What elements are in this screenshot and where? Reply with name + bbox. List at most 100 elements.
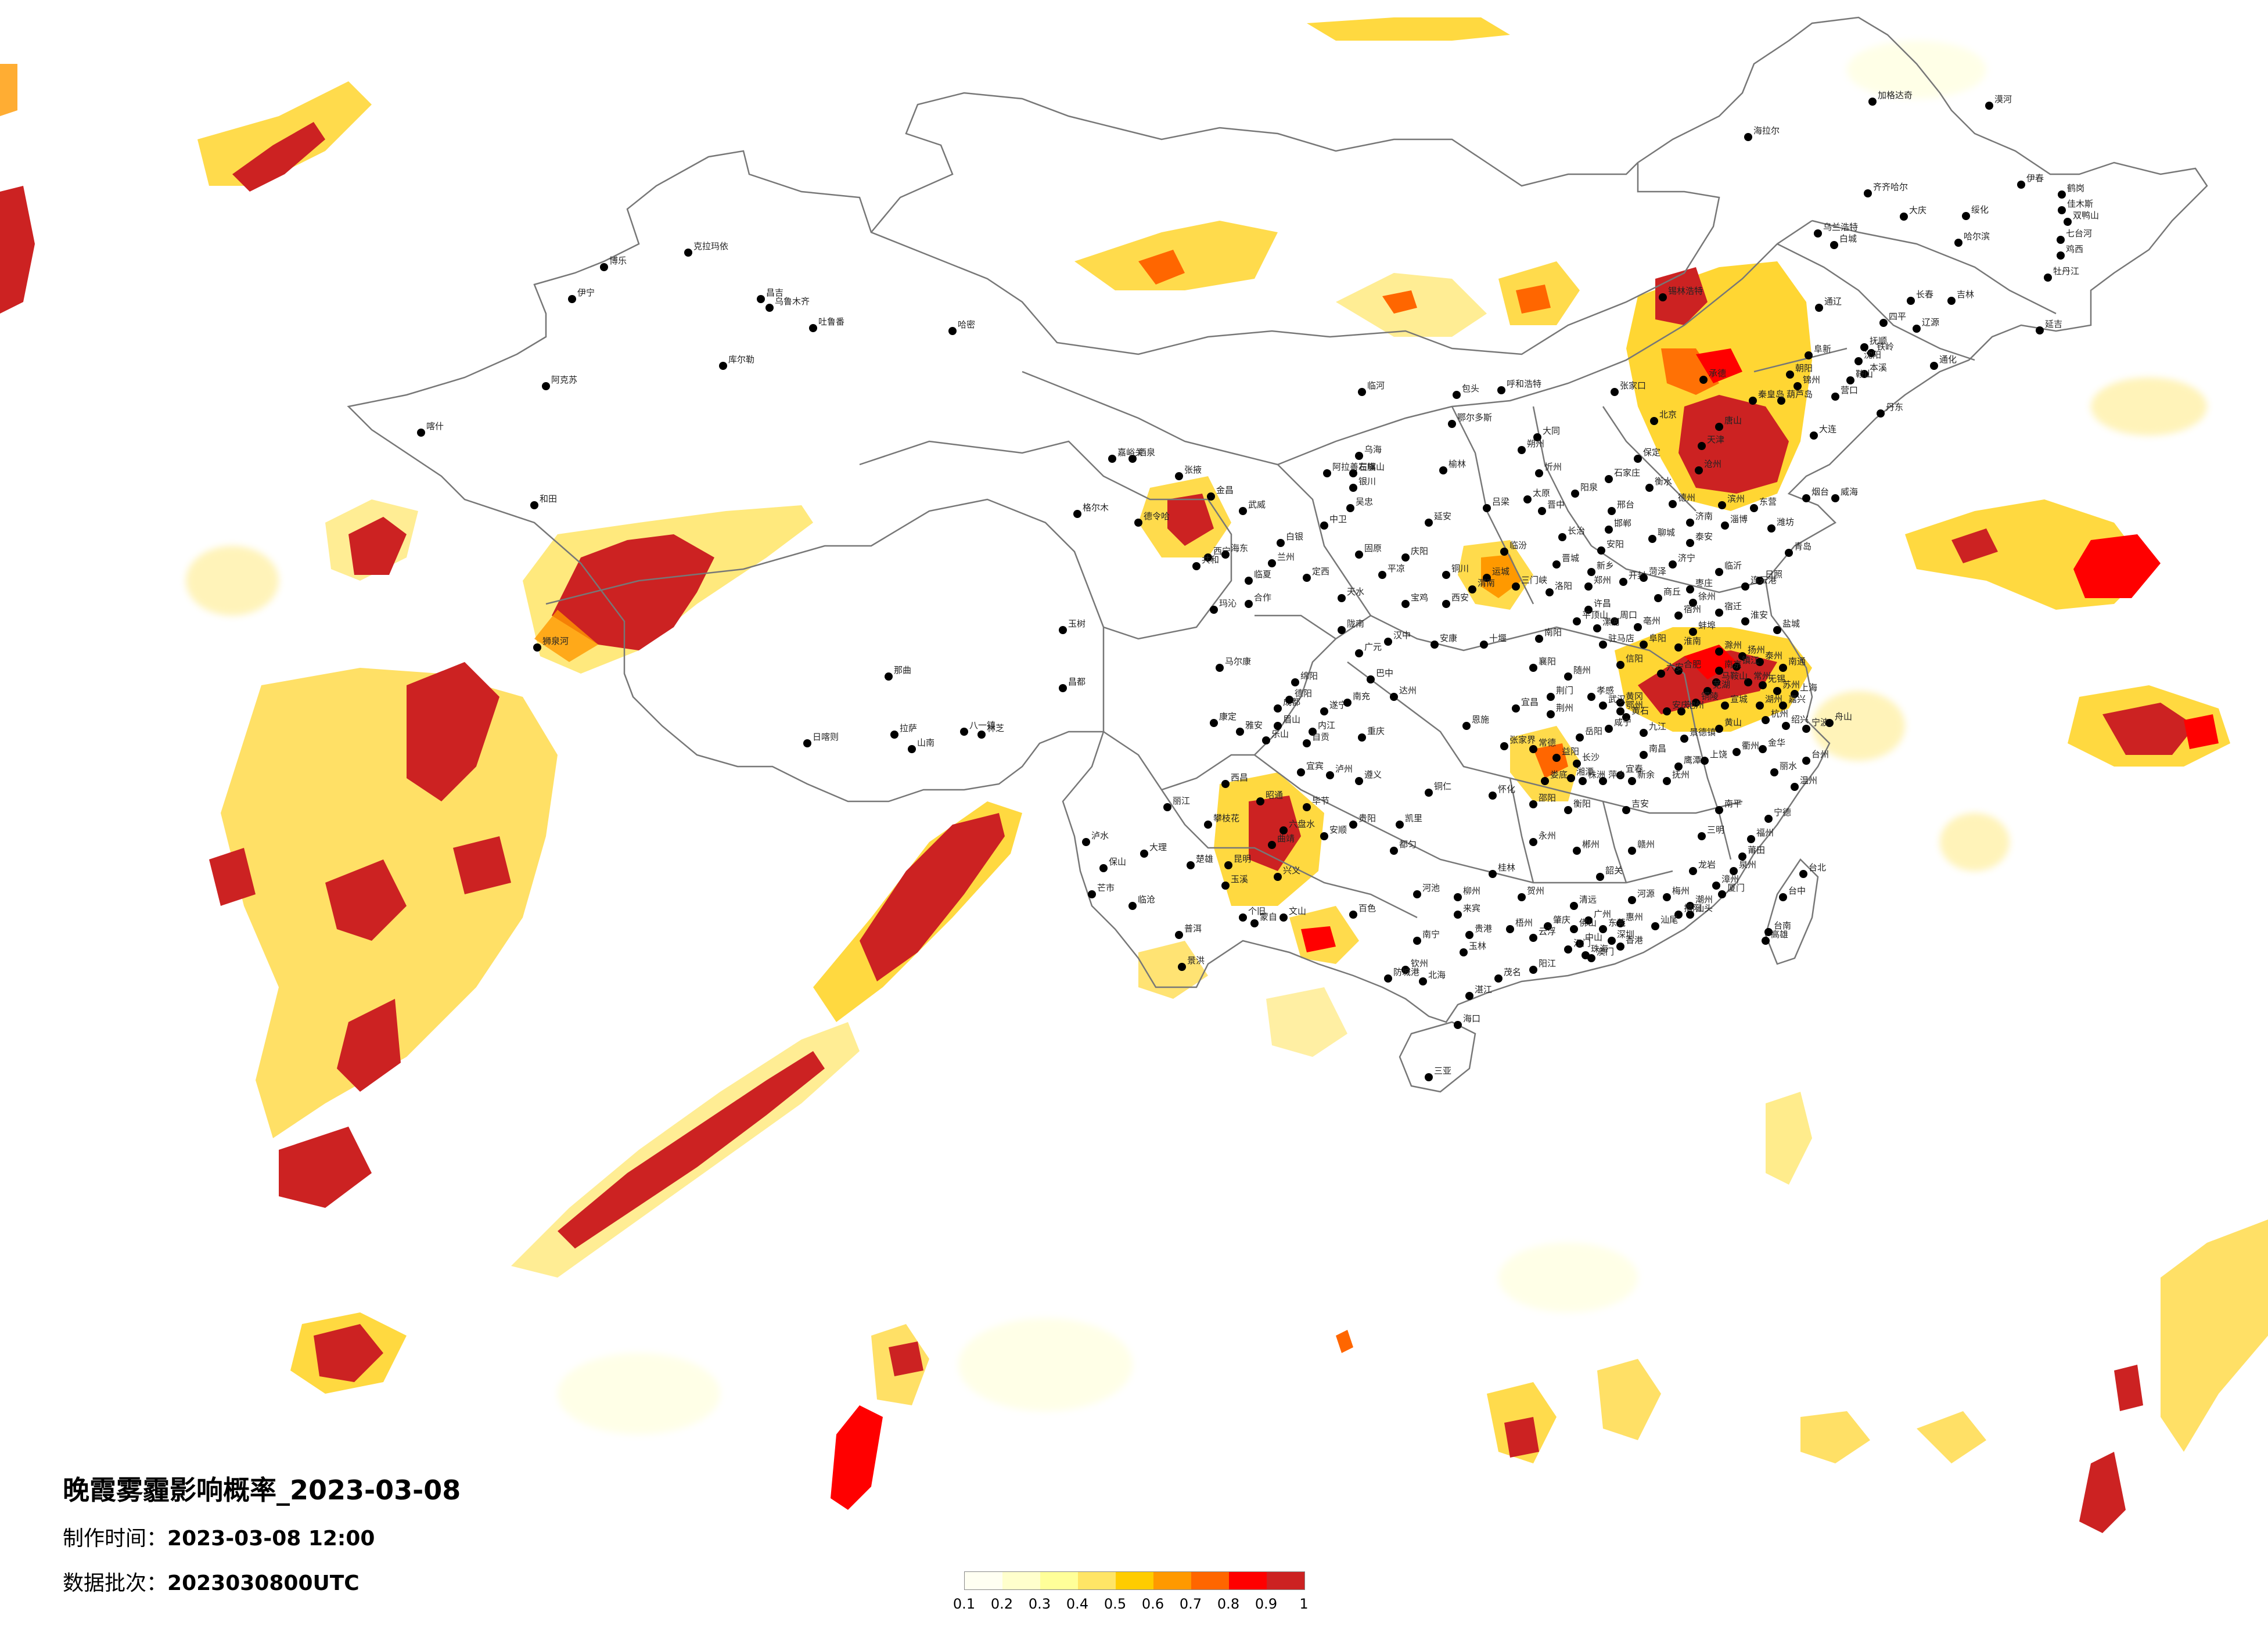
city-dot: [1628, 777, 1636, 785]
city-dot: [1442, 571, 1450, 579]
city-dot: [1401, 966, 1410, 974]
city-label: 阳江: [1539, 958, 1556, 969]
city-dot: [1791, 783, 1799, 791]
city-dot: [885, 672, 893, 681]
city-label: 眉山: [1283, 714, 1300, 725]
city-dot: [1518, 893, 1526, 901]
city-label: 承德: [1709, 368, 1726, 379]
city-dot: [1384, 974, 1392, 983]
city-dot: [1616, 699, 1624, 707]
legend-swatch-8: [1229, 1572, 1267, 1589]
city-label: 济南: [1695, 511, 1713, 521]
city-label: 晋城: [1562, 553, 1579, 563]
city-label: 德阳: [1295, 688, 1312, 699]
city-label: 乌海: [1364, 444, 1382, 455]
city-dot: [1715, 568, 1723, 576]
city-dot: [1814, 229, 1822, 238]
city-dot: [600, 263, 608, 271]
city-label: 四平: [1889, 311, 1906, 322]
city-dot: [1699, 376, 1708, 384]
city-dot: [1689, 628, 1697, 636]
city-dot: [1605, 725, 1613, 733]
legend-swatch-1: [965, 1572, 1002, 1589]
city-label: 梅州: [1672, 886, 1690, 896]
city-dot: [1309, 728, 1317, 736]
city-dot: [1570, 925, 1578, 933]
prob-far-east-red-2: [2114, 1365, 2143, 1411]
legend-tick-10: 1: [1299, 1596, 1309, 1612]
city-label: 双鸭山: [2073, 210, 2099, 221]
city-dot: [2057, 251, 2065, 260]
city-label: 马尔康: [1225, 656, 1251, 667]
city-label: 攀枝花: [1213, 813, 1239, 823]
city-label: 烟台: [1811, 487, 1829, 497]
city-dot: [1465, 931, 1473, 939]
city-label: 衡阳: [1573, 798, 1591, 809]
city-label: 九江: [1649, 721, 1666, 732]
city-dot: [1686, 539, 1694, 547]
city-label: 乌兰浩特: [1823, 222, 1858, 232]
city-label: 阜新: [1814, 344, 1831, 354]
city-dot: [1430, 641, 1439, 649]
city-dot: [1274, 722, 1282, 730]
city-label: 秦皇岛: [1758, 389, 1784, 400]
city-label: 大连: [1819, 424, 1836, 434]
city-label: 许昌: [1594, 598, 1611, 609]
city-label: 泰州: [1765, 650, 1782, 661]
city-dot: [1323, 469, 1331, 477]
city-dot: [1349, 469, 1357, 477]
city-dot: [1793, 382, 1802, 390]
prob-central-2-red: [1533, 743, 1568, 778]
city-dot: [1279, 826, 1288, 834]
city-label: 哈尔滨: [1964, 231, 1990, 242]
city-dot: [1378, 571, 1386, 579]
city-label: 张家界: [1509, 735, 1536, 745]
city-dot: [908, 745, 916, 753]
city-label: 防城港: [1393, 967, 1419, 977]
city-label: 蒙自: [1260, 912, 1277, 922]
city-label: 榆林: [1448, 459, 1466, 469]
city-dot: [1584, 916, 1593, 924]
city-label: 保山: [1109, 857, 1126, 867]
city-dot: [1245, 600, 1253, 608]
city-dot: [1059, 626, 1067, 634]
city-dot: [1224, 861, 1232, 869]
city-label: 泸州: [1335, 764, 1353, 774]
city-label: 枣庄: [1695, 578, 1713, 588]
city-label: 那曲: [894, 665, 911, 675]
city-dot: [1349, 484, 1357, 492]
prob-band-myanmar-high: [860, 813, 1005, 981]
city-dot: [1277, 539, 1285, 547]
city-label: 西安: [1451, 592, 1469, 603]
city-dot: [1545, 588, 1554, 596]
city-dot: [1663, 707, 1671, 715]
city-label: 湛江: [1475, 984, 1492, 995]
city-label: 温州: [1800, 775, 1817, 786]
city-dot: [1779, 893, 1787, 901]
city-label: 广元: [1364, 642, 1382, 652]
city-label: 鹰潭: [1684, 755, 1701, 765]
city-label: 吕梁: [1492, 497, 1509, 507]
city-dot: [1695, 466, 1703, 474]
hainan-outline: [1399, 1021, 1476, 1093]
city-label: 金华: [1768, 738, 1785, 748]
prob-mongolia-3-red: [1516, 285, 1551, 314]
prob-japan-2-red-b: [2184, 714, 2219, 749]
city-label: 柳州: [1463, 886, 1480, 896]
prob-west-1: [197, 81, 372, 186]
city-label: 赣州: [1637, 839, 1655, 850]
city-dot: [1686, 519, 1694, 527]
prob-scs-4: [1800, 1411, 1870, 1463]
legend-tick-4: 0.4: [1066, 1596, 1089, 1612]
city-label: 商丘: [1663, 587, 1681, 597]
city-dot: [1599, 925, 1607, 933]
city-dot: [1791, 690, 1799, 698]
prob-india-red-4: [279, 1127, 372, 1208]
city-dot: [1552, 754, 1561, 762]
city-dot: [1128, 455, 1137, 463]
city-label: 宜宾: [1306, 761, 1324, 771]
city-dot: [1425, 789, 1433, 797]
city-dot: [1579, 777, 1587, 785]
city-dot: [1831, 494, 1839, 502]
city-dot: [1442, 600, 1450, 608]
